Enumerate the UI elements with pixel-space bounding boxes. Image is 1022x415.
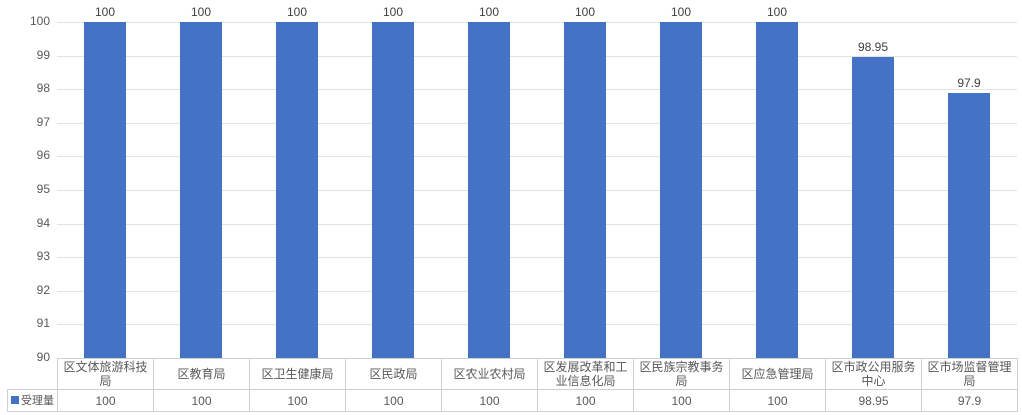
plot-area: 100 100 100 100 100 100 100 100 98.95 97.9 — [57, 5, 1017, 358]
data-label: 100 — [94, 5, 116, 19]
category-label: 区市场监督管理局 — [921, 358, 1018, 390]
table-corner — [8, 359, 58, 390]
gridline — [57, 55, 1017, 57]
table-value: 98.95 — [825, 389, 922, 412]
table-value: 100 — [153, 389, 250, 412]
data-label: 100 — [766, 5, 788, 19]
table-value: 100 — [441, 389, 538, 412]
data-label: 100 — [478, 5, 500, 19]
bar — [660, 22, 702, 358]
category-label: 区民族宗教事务局 — [633, 358, 730, 390]
gridline — [57, 290, 1017, 292]
gridline — [57, 223, 1017, 225]
table-value: 100 — [537, 389, 634, 412]
category-label: 区农业农村局 — [441, 358, 538, 390]
gridline — [57, 190, 1017, 191]
y-axis-label: 99 — [36, 47, 50, 62]
category-label: 区民政局 — [345, 358, 442, 390]
data-table: 区文体旅游科技局 区教育局 区卫生健康局 区民政局 区农业农村局 区发展改革和工业信息化局… — [7, 358, 1018, 412]
table-value: 97.9 — [921, 389, 1018, 412]
gridline — [57, 122, 1017, 124]
data-label: 100 — [670, 5, 692, 19]
y-axis-label: 98 — [36, 81, 50, 96]
y-axis-label: 94 — [36, 215, 50, 230]
data-label: 100 — [286, 5, 308, 19]
category-label: 区教育局 — [153, 358, 250, 390]
bar — [180, 22, 222, 358]
bar — [84, 22, 126, 358]
category-label: 区文体旅游科技局 — [57, 358, 154, 390]
table-value: 100 — [345, 389, 442, 412]
data-label: 100 — [382, 5, 404, 19]
y-axis-label: 92 — [36, 282, 50, 297]
data-label: 100 — [574, 5, 596, 19]
gridline — [57, 89, 1017, 91]
data-label: 98.95 — [857, 40, 889, 55]
y-axis-label: 100 — [29, 14, 50, 28]
legend-label: 受理量 — [21, 394, 54, 407]
data-label: 97.9 — [957, 75, 981, 90]
legend-cell: 受理量 — [7, 389, 58, 412]
bar — [852, 57, 894, 358]
y-axis-label: 97 — [36, 114, 50, 129]
gridline — [57, 22, 1017, 23]
bar — [468, 22, 510, 358]
y-axis-label: 93 — [36, 249, 50, 264]
y-axis-label: 96 — [36, 148, 50, 163]
gridline — [57, 156, 1017, 158]
gridline — [57, 257, 1017, 259]
bar — [564, 22, 606, 358]
bar — [948, 92, 990, 358]
table-value: 100 — [57, 389, 154, 412]
table-value: 100 — [729, 389, 826, 412]
y-axis-label: 95 — [36, 182, 50, 196]
category-label: 区应急管理局 — [729, 358, 826, 390]
gridline — [57, 324, 1017, 326]
category-label: 区卫生健康局 — [249, 358, 346, 390]
table-value: 100 — [249, 389, 346, 412]
category-label: 区市政公用服务中心 — [825, 358, 922, 390]
data-label: 100 — [190, 5, 212, 19]
legend-key-icon — [11, 395, 19, 404]
table-value: 100 — [633, 389, 730, 412]
bar — [372, 22, 414, 358]
bar — [276, 22, 318, 358]
y-axis-label: 91 — [36, 316, 50, 331]
bar — [756, 22, 798, 358]
category-label: 区发展改革和工业信息化局 — [537, 358, 634, 390]
